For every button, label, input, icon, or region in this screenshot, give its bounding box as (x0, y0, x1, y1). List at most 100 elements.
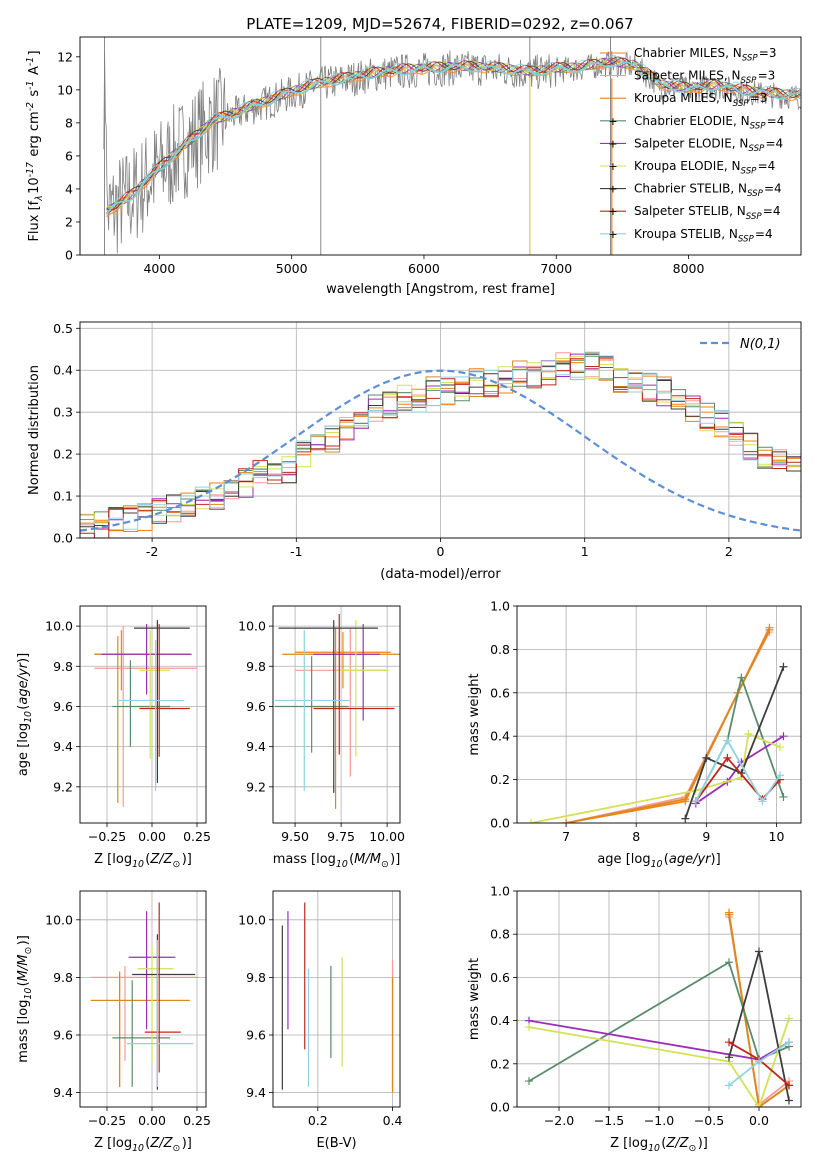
x-axis-label: (data-model)/error (380, 567, 501, 582)
x-tick-label: -1 (290, 544, 302, 559)
y-tick-label: 10.0 (45, 912, 73, 927)
y-tick-label: 9.6 (53, 1028, 73, 1043)
panel-weight_vs_age: 7 8 9 10 0.0 0.2 0.4 0.6 0.8 1.0 age [log10 (age/y… (467, 599, 802, 870)
axes-frame (272, 890, 401, 1108)
y-axis-label: Flux [fλ 10-17 erg cm-2 s-1 A-1 ] (25, 50, 45, 241)
y-tick-label: 9.6 (53, 699, 73, 714)
weight-line-8 (695, 738, 781, 803)
x-tick-label: 9 (702, 829, 710, 844)
y-tick-label: 10.0 (45, 619, 73, 634)
x-axis-label: E(B-V) (316, 1136, 356, 1151)
weight-marker (758, 797, 767, 806)
weight-line-2 (565, 629, 771, 823)
x-tick-label: 1 (581, 544, 589, 559)
panel-age_vs_Z: −0.25 0.00 0.25 9.2 9.4 9.6 9.8 10.0 Z [log10 (Z… (16, 605, 211, 870)
axes-frame (516, 890, 802, 1108)
weight-marker (779, 662, 788, 671)
weight-marker (725, 1081, 733, 1090)
y-tick-label: 4 (65, 181, 73, 196)
legend-marker: + (608, 183, 617, 196)
histogram-8 (80, 351, 801, 530)
legend-label: Kroupa ELODIE, NSSP =4 (634, 159, 775, 177)
histogram-5 (80, 356, 801, 523)
legend-label: Salpeter ELODIE, NSSP =4 (634, 136, 783, 154)
x-tick-label: −0.5 (694, 1113, 724, 1128)
x-axis-label: Z [log10 (Z/Z⊙ )] (94, 852, 192, 870)
y-tick-label: 0.6 (490, 685, 510, 700)
panel-weight_vs_Z: −2.0 −1.5 −1.0 −0.5 0.0 0.0 0.2 0.4 0.6 0.8 1.0 Z [… (467, 884, 802, 1154)
weight-marker (779, 792, 788, 801)
y-tick-label: 9.4 (53, 1085, 73, 1100)
y-tick-label: 9.2 (246, 779, 266, 794)
weight-marker (681, 814, 690, 823)
legend-marker: + (608, 205, 617, 218)
weight-marker (702, 753, 711, 762)
best-model-spectrum (105, 61, 801, 215)
weight-marker (785, 1038, 793, 1047)
panel-mass_vs_EBV: 0.2 0.4 9.4 9.6 9.8 10.0 E(B-V) (238, 890, 403, 1151)
axes-frame (79, 890, 207, 1108)
axes-frame (79, 605, 207, 824)
y-tick-label: 9.4 (246, 1085, 266, 1100)
x-tick-label: 0.4 (383, 1113, 403, 1128)
x-tick-label: 8000 (673, 261, 705, 276)
legend-label: Chabrier ELODIE, NSSP =4 (634, 114, 784, 132)
y-axis-label: mass weight (467, 958, 482, 1040)
plot-area (274, 614, 400, 809)
weight-line-0 (565, 627, 771, 823)
legend-label: Chabrier STELIB, NSSP =4 (634, 182, 782, 200)
weight-marker (779, 732, 788, 741)
x-tick-label: 9.50 (281, 829, 309, 844)
legend-label: N(0,1) (740, 337, 781, 352)
weight-marker (525, 1077, 533, 1086)
panel-age_vs_mass: 9.50 9.75 10.00 9.2 9.4 9.6 9.8 10.0 mass [log10… (238, 605, 405, 870)
weight-line-5 (528, 1018, 790, 1107)
weight-marker (725, 910, 733, 919)
x-tick-label: 4000 (143, 261, 175, 276)
y-tick-label: 0.1 (53, 489, 73, 504)
x-tick-label: 0.00 (138, 1113, 166, 1128)
panel-residuals: -2 -1 0 1 2 0.0 0.1 0.2 0.3 0.4 0.5 (data-model)/er… (27, 321, 802, 582)
legend: Chabrier MILES, NSSP =3 Salpeter MILES, N… (600, 46, 784, 244)
y-tick-label: 0 (65, 248, 73, 263)
y-tick-label: 1.0 (490, 599, 510, 614)
weight-marker (737, 673, 746, 682)
x-tick-label: −0.25 (88, 829, 126, 844)
plot-area (281, 902, 394, 1093)
legend-marker: + (608, 137, 617, 150)
y-tick-label: 0.6 (490, 970, 510, 985)
x-tick-label: −2.0 (544, 1113, 574, 1128)
x-axis-label: age [log10 (age/yr)] (597, 852, 720, 870)
x-tick-label: −1.0 (644, 1113, 674, 1128)
legend-marker: + (608, 115, 617, 128)
weight-line-4 (695, 735, 784, 805)
x-tick-label: 0.2 (308, 1113, 328, 1128)
y-tick-label: 9.4 (246, 739, 266, 754)
x-tick-label: 9.75 (327, 829, 355, 844)
y-tick-label: 0.2 (490, 1056, 510, 1071)
plot-area (103, 37, 801, 255)
weight-marker (723, 753, 732, 762)
y-tick-label: 9.6 (246, 1028, 266, 1043)
weight-marker (744, 730, 753, 739)
y-axis-label: age [log10 (age/yr)] (16, 653, 34, 776)
y-tick-label: 9.8 (53, 659, 73, 674)
axes-frame (79, 321, 802, 539)
x-tick-label: −0.25 (88, 1113, 126, 1128)
y-tick-label: 12 (57, 49, 73, 64)
y-axis-label: Normed distribution (27, 365, 42, 495)
weight-marker (785, 1014, 793, 1023)
weight-marker (562, 819, 571, 823)
x-tick-label: -2 (146, 544, 158, 559)
weight-marker (725, 958, 733, 967)
x-tick-label: 7000 (540, 261, 572, 276)
weight-line-1 (565, 631, 771, 823)
weight-marker (785, 1081, 793, 1090)
y-tick-label: 9.8 (53, 970, 73, 985)
x-axis-label: mass [log10 (M/M⊙ )] (273, 852, 401, 870)
x-tick-label: 10.00 (369, 829, 405, 844)
legend-marker: + (608, 228, 617, 241)
weight-marker (775, 743, 784, 752)
y-tick-label: 9.8 (246, 970, 266, 985)
x-tick-label: 0 (437, 544, 445, 559)
